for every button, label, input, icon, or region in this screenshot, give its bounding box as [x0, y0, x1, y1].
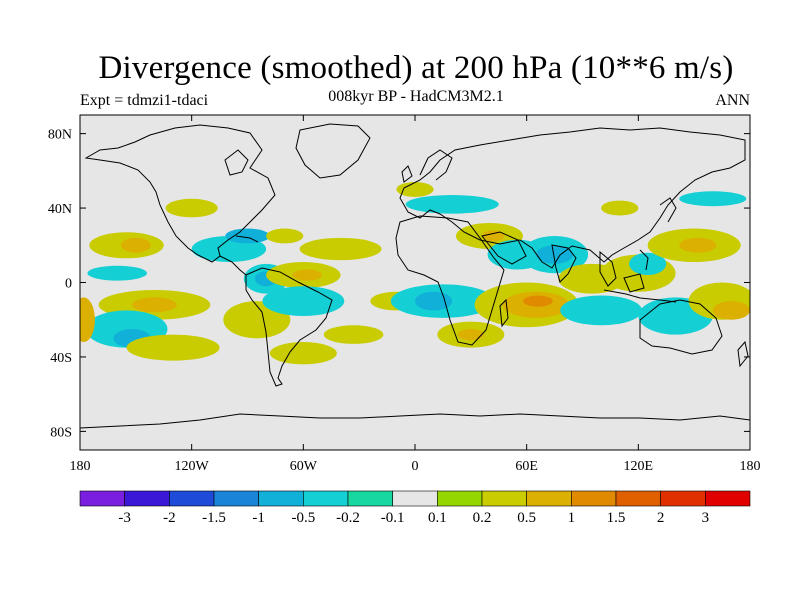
coast-australia: [639, 299, 723, 355]
x-tick-label: 180: [70, 459, 91, 474]
coast-madagascar: [499, 298, 509, 328]
colorbar-swatch: [615, 490, 661, 507]
anomaly-region: [396, 182, 434, 197]
colorbar-swatch: [392, 490, 438, 507]
colorbar-swatch: [169, 490, 215, 507]
coast-scandinavia: [419, 149, 453, 181]
colorbar-swatch: [347, 490, 393, 507]
anomaly-region: [679, 191, 747, 207]
anomaly-region: [225, 228, 270, 244]
colorbar-swatch: [124, 490, 170, 507]
y-tick-label: 40N: [48, 202, 72, 217]
anomaly-region: [601, 200, 639, 216]
map-subtitle: 008kyr BP - HadCM3M2.1: [328, 88, 504, 105]
anomaly-region: [457, 329, 484, 341]
coast-india: [551, 244, 577, 283]
coast-central-america: [219, 255, 247, 276]
anomaly-region: [120, 237, 151, 253]
anomaly-region: [535, 245, 574, 264]
coast-indochina: [599, 250, 617, 287]
anomaly-region: [126, 334, 220, 361]
x-tick-label: 120W: [175, 459, 210, 474]
season-label: ANN: [715, 92, 750, 109]
anomaly-region: [482, 230, 505, 242]
colorbar-swatch: [705, 490, 751, 507]
anomaly-region: [132, 297, 177, 313]
colorbar-label: -2: [163, 510, 176, 526]
colorbar-label: 3: [702, 510, 710, 526]
anomaly-region: [269, 342, 337, 365]
coast-antarctica: [80, 413, 750, 429]
anomaly-region: [560, 295, 643, 326]
coast-north-america: [84, 124, 276, 263]
coast-greenland: [295, 123, 371, 179]
coast-south-america: [245, 267, 333, 387]
anomaly-region: [165, 198, 218, 218]
colorbar-label: -1.5: [202, 510, 226, 526]
colorbar-label: 1.5: [607, 510, 626, 526]
coast-philippines: [639, 249, 649, 271]
colorbar-label: -0.5: [291, 510, 315, 526]
coast-borneo: [623, 273, 645, 293]
colorbar-label: 0.5: [517, 510, 536, 526]
colorbar-swatch: [303, 490, 349, 507]
coast-cuba: [235, 235, 259, 243]
anomaly-region: [712, 301, 750, 320]
map-axes: 180 120W 60W 0 60E 120E 180 80N 40N 0 40S 80S: [48, 115, 761, 474]
anomaly-region: [292, 269, 322, 281]
colorbar-swatch: [258, 490, 304, 507]
experiment-label: Expt = tdmzi1-tdaci: [80, 92, 209, 109]
coast-indonesia: [603, 289, 677, 303]
colorbar-label: 2: [657, 510, 665, 526]
y-tick-label: 0: [65, 277, 72, 292]
y-tick-label: 80N: [48, 128, 72, 143]
anomaly-region: [522, 295, 553, 307]
coast-hudson: [224, 149, 249, 176]
colorbar-label: 0.1: [428, 510, 447, 526]
coast-africa: [395, 215, 505, 346]
coast-british-isles: [401, 165, 413, 183]
colorbar-label: -0.1: [381, 510, 405, 526]
colorbar-label: 1: [568, 510, 576, 526]
anomaly-region: [629, 252, 667, 276]
map-title: Divergence (smoothed) at 200 hPa (10**6 …: [98, 50, 734, 86]
anomaly-region: [323, 325, 384, 344]
colorbar-swatch: [79, 490, 125, 507]
colorbar-swatch: [526, 490, 572, 507]
coast-arabia: [481, 231, 527, 265]
anomaly-region: [262, 286, 345, 316]
colorbar-swatch: [481, 490, 527, 507]
anomaly-region: [80, 297, 95, 343]
anomaly-region: [266, 228, 304, 244]
colorbar-swatch: [660, 490, 706, 507]
anomaly-region: [405, 195, 499, 214]
y-tick-label: 40S: [50, 351, 72, 366]
x-tick-label: 120E: [624, 459, 654, 474]
y-tick-label: 80S: [50, 425, 72, 440]
coastlines: [80, 123, 750, 429]
colorbar-swatch: [437, 490, 483, 507]
colorbar-label: -0.2: [336, 510, 360, 526]
x-tick-label: 60E: [515, 459, 538, 474]
colorbar-label: -3: [118, 510, 131, 526]
x-tick-label: 180: [740, 459, 761, 474]
colorbar-label: 0.2: [473, 510, 492, 526]
colorbar-swatch: [571, 490, 617, 507]
anomaly-region: [299, 237, 382, 261]
x-tick-label: 0: [412, 459, 419, 474]
anomaly-region: [87, 265, 147, 281]
colorbar: -3 -2 -1.5 -1 -0.5 -0.2 -0.1 0.1 0.2 0.5 1 1.5 2 3: [79, 490, 751, 526]
x-tick-label: 60W: [290, 459, 318, 474]
coast-eurasia: [399, 127, 746, 269]
colorbar-label: -1: [252, 510, 265, 526]
anomaly-region: [679, 237, 717, 253]
coast-new-zealand: [737, 340, 749, 368]
coast-japan: [659, 197, 677, 223]
colorbar-swatch: [213, 490, 259, 507]
